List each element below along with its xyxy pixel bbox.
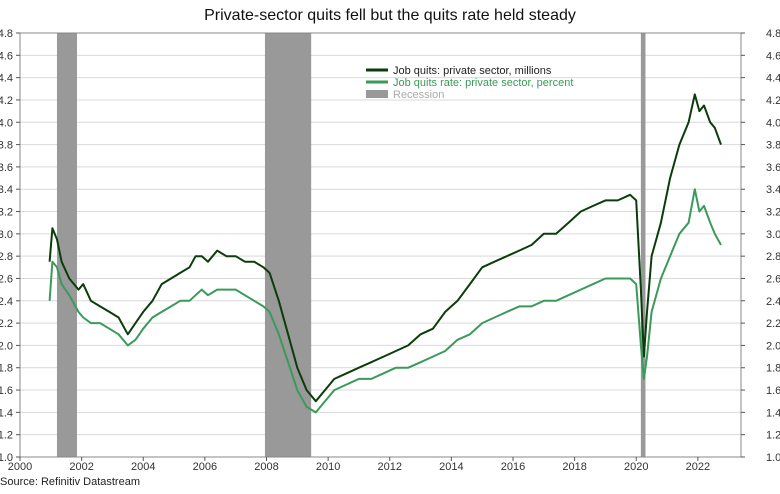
y-tick-label-left: 3.2 bbox=[0, 207, 13, 219]
y-tick-label-right: 3.8 bbox=[766, 140, 780, 152]
series-lines bbox=[48, 93, 722, 414]
y-tick-label-right: 4.8 bbox=[766, 28, 780, 40]
y-tick-label-left: 3.4 bbox=[0, 184, 13, 196]
plot-frame bbox=[19, 32, 742, 458]
y-tick-label-left: 1.2 bbox=[0, 430, 13, 442]
y-tick-label-right: 4.0 bbox=[766, 117, 780, 129]
y-tick-label-left: 3.6 bbox=[0, 162, 13, 174]
y-tick-label-right: 2.4 bbox=[766, 296, 780, 308]
y-tick-label-right: 3.0 bbox=[766, 229, 780, 241]
y-tick-label-left: 2.4 bbox=[0, 296, 13, 308]
y-tick-label-left: 2.0 bbox=[0, 340, 13, 352]
y-tick-label-right: 3.2 bbox=[766, 207, 780, 219]
y-tick-label-right: 1.4 bbox=[766, 407, 780, 419]
y-tick-label-left: 1.8 bbox=[0, 363, 13, 375]
recession-bands bbox=[56, 33, 646, 457]
y-tick-label-left: 4.2 bbox=[0, 95, 13, 107]
y-tick-label-right: 2.0 bbox=[766, 340, 780, 352]
y-tick-label-right: 4.2 bbox=[766, 95, 780, 107]
series-line-2 bbox=[48, 188, 722, 414]
legend-label-1: Job quits: private sector, millions bbox=[393, 65, 552, 77]
y-tick-label-left: 2.8 bbox=[0, 251, 13, 263]
y-tick-label-right: 2.8 bbox=[766, 251, 780, 263]
x-tick-label: 2012 bbox=[378, 461, 402, 473]
x-tick-label: 2000 bbox=[8, 461, 32, 473]
y-tick-label-left: 2.6 bbox=[0, 273, 13, 285]
x-axis: 2000 2002 2004 2006 2008 2010 2012 2014 2016 2018… bbox=[8, 457, 710, 473]
y-tick-label-left: 4.0 bbox=[0, 117, 13, 129]
recession-band bbox=[264, 33, 312, 457]
y-tick-label-right: 1.8 bbox=[766, 363, 780, 375]
x-tick-label: 2022 bbox=[686, 461, 710, 473]
y-tick-label-left: 1.4 bbox=[0, 407, 13, 419]
y-tick-label-left: 4.8 bbox=[0, 28, 13, 40]
x-tick-label: 2006 bbox=[193, 461, 217, 473]
y-tick-label-left: 3.0 bbox=[0, 229, 13, 241]
y-tick-label-right: 3.6 bbox=[766, 162, 780, 174]
y-tick-label-left: 4.4 bbox=[0, 73, 13, 85]
x-tick-label: 2020 bbox=[624, 461, 648, 473]
y-tick-label-right: 4.4 bbox=[766, 73, 780, 85]
y-tick-label-left: 1.6 bbox=[0, 385, 13, 397]
y-tick-label-right: 1.0 bbox=[766, 452, 780, 464]
series-line-1 bbox=[48, 93, 722, 403]
y-tick-label-right: 1.6 bbox=[766, 385, 780, 397]
x-tick-label: 2016 bbox=[501, 461, 525, 473]
y-tick-label-left: 2.2 bbox=[0, 318, 13, 330]
x-tick-label: 2002 bbox=[69, 461, 93, 473]
x-tick-label: 2010 bbox=[316, 461, 340, 473]
grid bbox=[20, 32, 741, 458]
source-note: Source: Refinitiv Datastream bbox=[0, 476, 140, 488]
x-tick-label: 2004 bbox=[131, 461, 155, 473]
y-tick-label-right: 2.6 bbox=[766, 273, 780, 285]
x-tick-label: 2018 bbox=[562, 461, 586, 473]
legend-label-2: Job quits rate: private sector, percent bbox=[393, 77, 573, 89]
y-tick-label-left: 4.6 bbox=[0, 50, 13, 62]
y-tick-label-left: 1.0 bbox=[0, 452, 13, 464]
recession-band bbox=[56, 33, 78, 457]
recession-band bbox=[640, 33, 646, 457]
legend-label-recession: Recession bbox=[393, 89, 444, 101]
legend-swatch-recession bbox=[366, 90, 388, 98]
y-tick-label-right: 2.2 bbox=[766, 318, 780, 330]
y-axis-left: 1.0 1.2 1.4 1.6 1.8 2.0 2.2 2.4 2.6 2.8 3.0 3.2 3.4 3… bbox=[0, 28, 20, 464]
chart-title: Private-sector quits fell but the quits … bbox=[204, 7, 576, 24]
x-tick-label: 2014 bbox=[439, 461, 463, 473]
y-tick-label-right: 1.2 bbox=[766, 430, 780, 442]
y-tick-label-right: 4.6 bbox=[766, 50, 780, 62]
y-tick-label-right: 3.4 bbox=[766, 184, 780, 196]
y-axis-right: 1.0 1.2 1.4 1.6 1.8 2.0 2.2 2.4 2.6 2.8 3.0 3.2 3.4 3… bbox=[741, 28, 780, 464]
x-tick-label: 2008 bbox=[254, 461, 278, 473]
y-tick-label-left: 3.8 bbox=[0, 140, 13, 152]
